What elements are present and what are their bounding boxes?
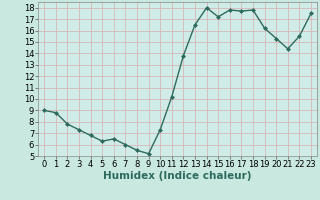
- X-axis label: Humidex (Indice chaleur): Humidex (Indice chaleur): [103, 171, 252, 181]
